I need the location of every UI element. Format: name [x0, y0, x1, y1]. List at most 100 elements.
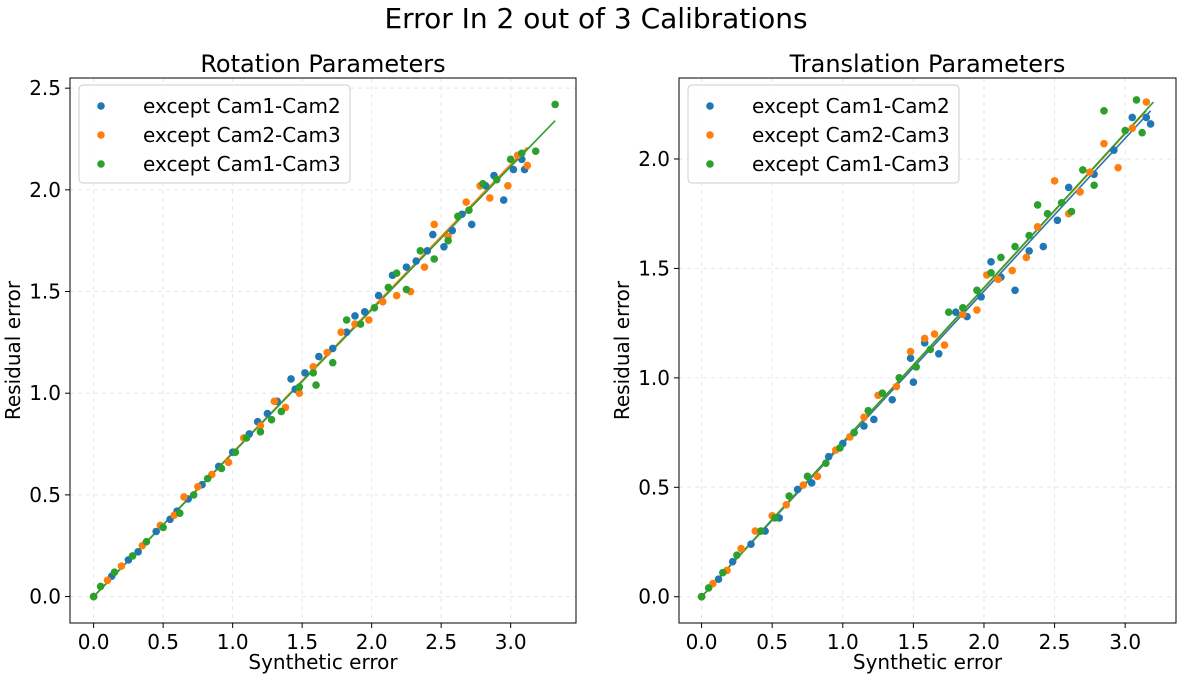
data-point — [465, 206, 473, 214]
data-point — [309, 362, 318, 371]
data-point — [807, 479, 816, 487]
x-tick-label: 0.5 — [756, 630, 788, 654]
x-tick-label: 0.0 — [686, 630, 718, 654]
data-point — [944, 308, 953, 316]
x-tick-label: 0.0 — [78, 630, 110, 654]
data-point — [551, 100, 559, 109]
data-point — [277, 407, 286, 416]
data-point — [793, 485, 802, 494]
data-point — [342, 316, 351, 324]
y-tick-label: 2.0 — [638, 147, 670, 171]
data-point — [328, 344, 337, 353]
data-point — [423, 247, 432, 255]
data-point — [920, 334, 929, 343]
data-point — [444, 236, 452, 245]
data-point — [906, 354, 915, 362]
x-tick-label: 2.5 — [425, 630, 457, 654]
data-point — [328, 358, 337, 367]
data-point — [351, 312, 359, 320]
data-point — [356, 320, 365, 328]
data-point — [392, 269, 401, 278]
data-point — [374, 291, 383, 300]
data-point — [517, 149, 526, 158]
data-point — [301, 369, 309, 377]
data-point — [951, 308, 960, 316]
data-point — [1142, 98, 1151, 106]
data-point — [270, 397, 279, 406]
translation-panel: 0.0 0.5 1.0 1.5 2.0 2.5 3.0 0.0 0.5 1.0 1.5 2.0 Tran… — [610, 50, 1177, 674]
data-point — [370, 303, 379, 312]
y-tick-label: 1.5 — [29, 280, 61, 304]
data-point — [1076, 188, 1084, 196]
data-point — [1057, 198, 1066, 207]
data-point — [224, 458, 233, 467]
data-point — [888, 395, 897, 404]
x-tick-label: 3.0 — [1109, 630, 1141, 654]
legend-entry: except Cam1-Cam3 — [143, 152, 341, 176]
data-point — [103, 576, 112, 585]
data-point — [1100, 107, 1108, 115]
data-point — [1033, 223, 1042, 231]
y-axis-label: Residual error — [610, 280, 634, 420]
x-tick-label: 2.5 — [1039, 630, 1071, 654]
data-point — [454, 212, 462, 221]
data-point — [448, 226, 457, 235]
data-point — [189, 491, 198, 499]
data-point — [697, 592, 706, 601]
y-tick-label: 2.5 — [29, 76, 61, 100]
legend-marker — [706, 160, 714, 168]
data-point — [1050, 177, 1059, 185]
data-point — [420, 263, 429, 271]
data-point — [930, 330, 939, 338]
legend-box — [78, 84, 351, 184]
legend-marker — [97, 102, 105, 110]
data-point — [824, 452, 833, 461]
data-point — [486, 194, 494, 202]
data-point — [1132, 96, 1141, 104]
data-point — [180, 493, 188, 501]
legend: except Cam1-Cam2 except Cam2-Cam3 except C… — [78, 84, 351, 184]
chart-title: Translation Parameters — [789, 50, 1066, 78]
data-point — [940, 341, 949, 349]
chart-title: Rotation Parameters — [200, 50, 445, 78]
data-point — [973, 286, 981, 295]
y-tick-label: 0.5 — [638, 475, 670, 499]
legend-entry: except Cam1-Cam2 — [752, 94, 950, 118]
data-point — [1064, 183, 1073, 192]
data-point — [312, 381, 320, 389]
data-point — [733, 551, 741, 559]
data-point — [430, 255, 439, 263]
data-point — [256, 421, 265, 430]
data-point — [412, 257, 420, 265]
x-tick-label: 2.0 — [968, 630, 1000, 654]
legend-entry: except Cam1-Cam2 — [143, 94, 341, 118]
data-point — [785, 492, 793, 500]
data-point — [203, 474, 212, 483]
plot-frame — [678, 77, 1177, 624]
plot-frame — [69, 77, 577, 624]
data-point — [128, 552, 137, 560]
data-point — [892, 382, 901, 391]
data-point — [1090, 181, 1098, 190]
data-point — [287, 375, 295, 383]
data-point — [1100, 139, 1108, 148]
data-point — [813, 472, 822, 481]
data-point — [1110, 146, 1118, 155]
data-point — [267, 415, 276, 424]
legend-marker — [706, 102, 714, 110]
data-point — [1011, 242, 1019, 251]
data-point — [1067, 207, 1076, 216]
data-point — [295, 389, 304, 398]
data-point — [1011, 286, 1019, 295]
data-point — [747, 540, 755, 549]
data-point — [504, 181, 512, 190]
data-point — [509, 165, 518, 174]
y-axis-label: Residual error — [1, 280, 25, 420]
data-point — [757, 527, 765, 535]
data-point — [704, 584, 713, 592]
data-point — [176, 509, 184, 517]
data-point — [309, 369, 318, 377]
x-tick-label: 1.5 — [286, 630, 318, 654]
data-point — [895, 374, 904, 382]
